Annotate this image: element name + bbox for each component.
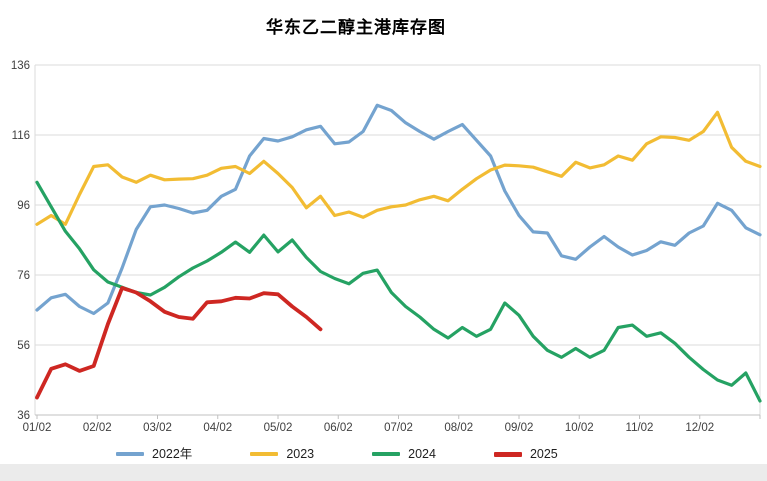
svg-text:07/02: 07/02 (384, 422, 413, 434)
svg-text:96: 96 (17, 200, 30, 212)
legend-swatch-2023 (250, 452, 279, 456)
svg-text:09/02: 09/02 (505, 422, 534, 434)
svg-text:11/02: 11/02 (626, 422, 654, 434)
page-title: 华东乙二醇主港库存图 (266, 18, 446, 37)
legend-label: 2024 (408, 446, 436, 461)
svg-text:12/02: 12/02 (685, 422, 714, 434)
svg-text:56: 56 (17, 340, 30, 352)
svg-text:08/02: 08/02 (444, 422, 473, 434)
legend-item-2025[interactable]: 2025 (493, 446, 558, 461)
chart-legend: 2022年 2023 2024 2025 (116, 445, 558, 463)
legend-swatch-2024 (372, 452, 401, 456)
legend-swatch-2022年 (116, 452, 144, 456)
svg-text:01/02: 01/02 (23, 422, 52, 434)
legend-label: 2023 (286, 446, 315, 461)
x-axis (35, 414, 761, 419)
svg-text:06/02: 06/02 (324, 422, 353, 434)
y-axis-labels: 36 56 76 96 116 136 (11, 60, 30, 422)
svg-text:36: 36 (17, 410, 30, 422)
svg-text:116: 116 (12, 130, 30, 142)
series-line-2022年 (35, 103, 762, 316)
svg-text:02/02: 02/02 (83, 422, 112, 434)
svg-text:136: 136 (11, 60, 30, 72)
x-axis-labels: 01/02 02/02 03/02 04/02 05/02 06/02 07/02 08/02… (23, 422, 715, 434)
footer-strip (0, 464, 767, 481)
legend-item-2023[interactable]: 2023 (250, 448, 314, 461)
legend-label: 2022年 (152, 446, 193, 461)
series-line-2025 (35, 285, 323, 400)
svg-text:04/02: 04/02 (203, 422, 232, 434)
legend-item-2022年[interactable]: 2022年 (116, 448, 192, 461)
svg-text:03/02: 03/02 (143, 422, 172, 434)
svg-text:10/02: 10/02 (565, 422, 594, 434)
series-line-2023 (35, 110, 762, 226)
series-line-2024 (35, 180, 762, 403)
series-lines (35, 103, 762, 403)
legend-swatch-2025 (493, 451, 522, 457)
legend-label: 2025 (529, 446, 558, 461)
svg-text:05/02: 05/02 (264, 422, 293, 434)
svg-text:76: 76 (17, 270, 30, 282)
legend-item-2024[interactable]: 2024 (372, 448, 436, 461)
